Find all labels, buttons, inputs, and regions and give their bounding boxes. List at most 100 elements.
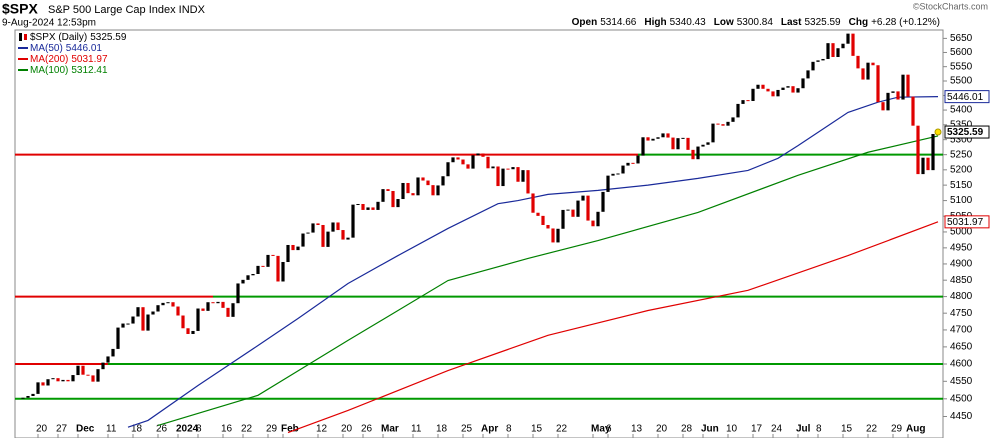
x-tick-label: 26	[156, 424, 168, 435]
candle	[481, 153, 485, 157]
legend-swatch	[19, 33, 22, 41]
candle	[451, 157, 455, 163]
legend-entry: $SPX (Daily) 5325.59	[30, 32, 127, 43]
quote-value: 5325.59	[804, 17, 841, 28]
candle	[806, 70, 810, 79]
candle	[606, 175, 610, 192]
candle	[781, 87, 785, 90]
candle	[56, 378, 60, 382]
candle	[791, 86, 795, 93]
candle	[76, 365, 80, 376]
candle	[436, 185, 440, 196]
y-tick-label: 5250	[950, 149, 973, 160]
candle	[81, 365, 85, 375]
candle	[766, 88, 770, 92]
candle	[301, 233, 305, 247]
y-tick-label: 5100	[950, 195, 973, 206]
quote-label: Last	[781, 17, 802, 28]
x-tick-label: 13	[631, 424, 643, 435]
x-tick-label: 26	[361, 424, 373, 435]
candle	[246, 275, 250, 280]
x-tick-label: Jun	[701, 424, 719, 435]
candle	[711, 123, 715, 143]
candle	[106, 356, 110, 363]
candle	[921, 157, 925, 175]
candle	[456, 157, 460, 160]
candle	[186, 328, 190, 334]
y-tick-label: 5300	[950, 134, 973, 145]
candle	[46, 379, 50, 386]
x-tick-label: 28	[681, 424, 693, 435]
candle	[251, 273, 255, 276]
candle	[696, 146, 700, 160]
candle	[661, 133, 665, 138]
candle	[346, 237, 350, 240]
candle	[311, 223, 315, 233]
chart-title: $SPX	[2, 1, 38, 17]
x-tick-label: 2024	[176, 424, 199, 435]
candle	[466, 164, 470, 169]
candle	[676, 138, 680, 150]
candle	[281, 262, 285, 282]
candle	[86, 374, 90, 376]
candle	[296, 246, 300, 251]
candle	[511, 167, 515, 170]
candle	[171, 302, 175, 307]
candle	[796, 88, 800, 93]
candle	[31, 393, 35, 396]
x-tick-label: Apr	[481, 424, 498, 435]
candle	[756, 84, 760, 89]
candle	[541, 215, 545, 225]
candle	[306, 232, 310, 234]
candle	[201, 308, 205, 311]
candle	[846, 33, 850, 44]
candle	[641, 137, 645, 156]
y-tick-label: 4550	[950, 376, 973, 387]
candle	[291, 244, 295, 251]
y-tick-label: 4600	[950, 359, 973, 370]
candle	[181, 315, 185, 329]
candle	[426, 180, 430, 186]
candle	[706, 142, 710, 145]
candle	[96, 369, 100, 382]
candle	[351, 204, 355, 238]
candle	[726, 121, 730, 126]
legend-value: 5325.59	[90, 32, 127, 43]
candle	[751, 88, 755, 101]
candle	[126, 323, 130, 325]
candle	[416, 177, 420, 196]
candle	[716, 123, 720, 125]
candle	[911, 96, 915, 126]
x-tick-label: 22	[556, 424, 568, 435]
candle	[646, 137, 650, 141]
candle	[551, 228, 555, 243]
quote-label: Low	[714, 17, 734, 28]
legend-entry: MA(100) 5312.41	[30, 65, 108, 76]
candle	[721, 124, 725, 126]
candle	[216, 301, 220, 304]
candle	[366, 207, 370, 210]
value-tag-label: 5325.59	[947, 127, 984, 138]
candle	[266, 254, 270, 267]
x-tick-label: May	[591, 424, 611, 435]
candle	[761, 84, 765, 89]
x-tick-label: 18	[436, 424, 448, 435]
candle	[261, 265, 265, 267]
candle	[326, 231, 330, 247]
x-tick-label: 11	[411, 424, 422, 435]
candle	[851, 33, 855, 56]
candle	[166, 302, 170, 304]
y-tick-label: 5200	[950, 164, 973, 175]
candle	[731, 117, 735, 122]
candle	[906, 74, 910, 97]
candle	[556, 228, 560, 243]
candle	[401, 182, 405, 200]
candle	[901, 74, 905, 100]
x-tick-label: 20	[36, 424, 48, 435]
candle	[231, 303, 235, 317]
candle	[161, 302, 165, 306]
candle	[191, 330, 195, 334]
candle	[581, 195, 585, 201]
candle	[476, 153, 480, 156]
legend-value: 5312.41	[71, 65, 108, 76]
